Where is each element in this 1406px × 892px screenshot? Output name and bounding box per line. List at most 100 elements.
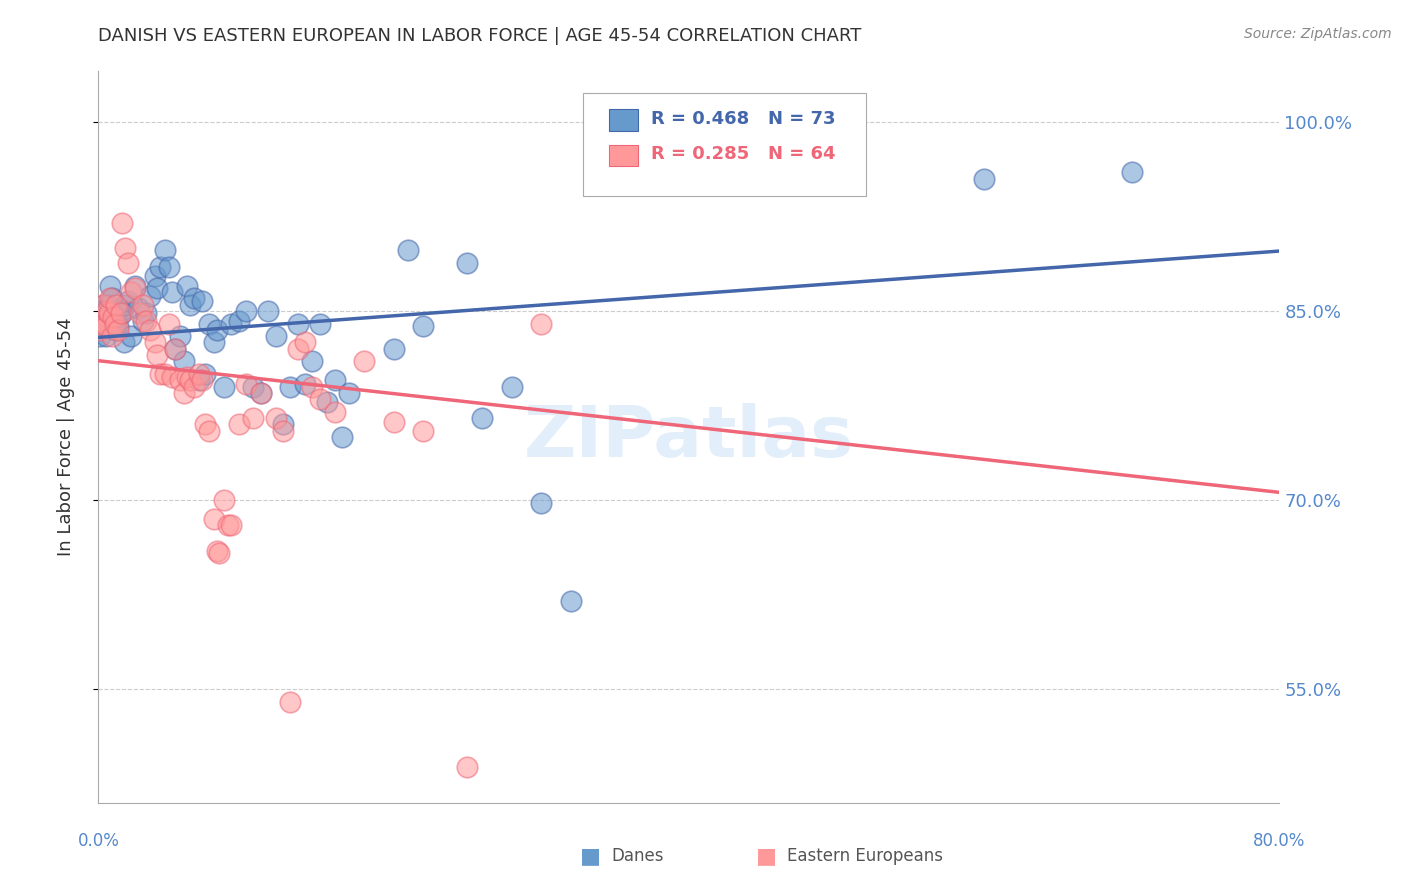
Point xyxy=(179,298,201,312)
Point xyxy=(235,377,257,392)
Point xyxy=(456,760,478,774)
Point xyxy=(412,319,434,334)
Point xyxy=(471,411,494,425)
Point xyxy=(219,317,242,331)
Point xyxy=(132,314,155,328)
Point xyxy=(217,518,239,533)
Point xyxy=(120,285,142,299)
Point xyxy=(530,317,553,331)
Text: ■: ■ xyxy=(581,847,600,866)
Point xyxy=(173,386,195,401)
Point xyxy=(382,415,405,429)
Point xyxy=(146,281,169,295)
Point xyxy=(91,317,114,331)
Point xyxy=(153,367,176,381)
Point xyxy=(97,306,120,320)
Point xyxy=(723,165,745,179)
Point xyxy=(235,304,257,318)
Point xyxy=(278,695,302,709)
Point xyxy=(98,291,121,305)
Point xyxy=(146,348,169,362)
Point xyxy=(127,301,149,316)
Point xyxy=(271,417,294,432)
Point xyxy=(96,310,118,325)
Point xyxy=(110,304,132,318)
Point xyxy=(117,256,139,270)
Point xyxy=(294,377,316,392)
Point xyxy=(287,317,309,331)
Point xyxy=(91,298,114,312)
Point xyxy=(96,304,118,318)
Text: R = 0.285   N = 64: R = 0.285 N = 64 xyxy=(651,145,835,163)
Point xyxy=(301,354,323,368)
Point xyxy=(212,493,235,508)
Point xyxy=(111,306,134,320)
Point xyxy=(139,289,162,303)
Point xyxy=(103,310,125,325)
Point xyxy=(323,405,346,419)
Point xyxy=(250,386,273,401)
Point xyxy=(128,306,150,320)
Point xyxy=(135,314,157,328)
Point xyxy=(90,304,112,318)
Point xyxy=(114,298,136,312)
Point xyxy=(212,379,235,393)
Point xyxy=(149,367,172,381)
Point xyxy=(93,317,115,331)
Point xyxy=(90,314,112,328)
Point xyxy=(107,323,129,337)
Point xyxy=(242,411,264,425)
FancyBboxPatch shape xyxy=(582,94,866,195)
Point xyxy=(316,394,339,409)
Point xyxy=(162,369,183,384)
Point xyxy=(501,379,523,393)
Point xyxy=(264,411,287,425)
Text: ■: ■ xyxy=(756,847,776,866)
Point xyxy=(94,319,117,334)
Point xyxy=(723,165,745,179)
Point xyxy=(825,168,848,182)
Point xyxy=(191,293,214,308)
Text: Source: ZipAtlas.com: Source: ZipAtlas.com xyxy=(1244,27,1392,41)
Point xyxy=(456,256,478,270)
Point xyxy=(202,335,225,350)
Point xyxy=(89,329,111,343)
Point xyxy=(169,329,191,343)
Point xyxy=(105,310,128,325)
Point xyxy=(105,298,128,312)
Point xyxy=(110,306,132,320)
Point xyxy=(205,543,228,558)
Point xyxy=(139,323,162,337)
Point xyxy=(194,417,217,432)
Point xyxy=(97,298,120,312)
Point xyxy=(89,323,111,337)
Text: DANISH VS EASTERN EUROPEAN IN LABOR FORCE | AGE 45-54 CORRELATION CHART: DANISH VS EASTERN EUROPEAN IN LABOR FORC… xyxy=(98,27,862,45)
Point xyxy=(257,304,280,318)
Point xyxy=(605,162,627,177)
Point xyxy=(100,329,122,343)
Point xyxy=(187,367,209,381)
Point xyxy=(353,354,375,368)
Point xyxy=(103,317,125,331)
Point xyxy=(132,298,155,312)
Point xyxy=(162,285,183,299)
Point xyxy=(242,379,264,393)
Point xyxy=(173,354,195,368)
Point xyxy=(205,323,228,337)
Point xyxy=(157,317,180,331)
Text: Danes: Danes xyxy=(612,847,664,865)
Point xyxy=(278,379,302,393)
Point xyxy=(1121,165,1143,179)
Point xyxy=(194,367,217,381)
Point xyxy=(157,260,180,274)
Point xyxy=(323,373,346,387)
Point xyxy=(94,329,117,343)
Point xyxy=(176,369,198,384)
Point xyxy=(143,268,166,283)
Point xyxy=(309,392,332,407)
Text: ZIPatlas: ZIPatlas xyxy=(524,402,853,472)
Point xyxy=(93,298,115,312)
Point xyxy=(309,317,332,331)
Point xyxy=(169,373,191,387)
Point xyxy=(198,317,221,331)
